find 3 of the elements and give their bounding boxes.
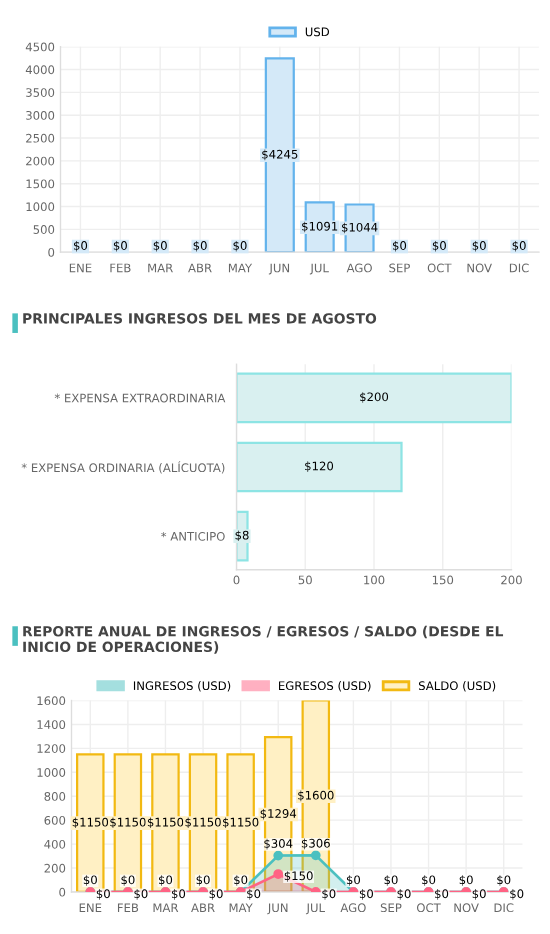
bar xyxy=(236,372,512,424)
bar xyxy=(264,57,295,253)
bar xyxy=(236,441,403,493)
